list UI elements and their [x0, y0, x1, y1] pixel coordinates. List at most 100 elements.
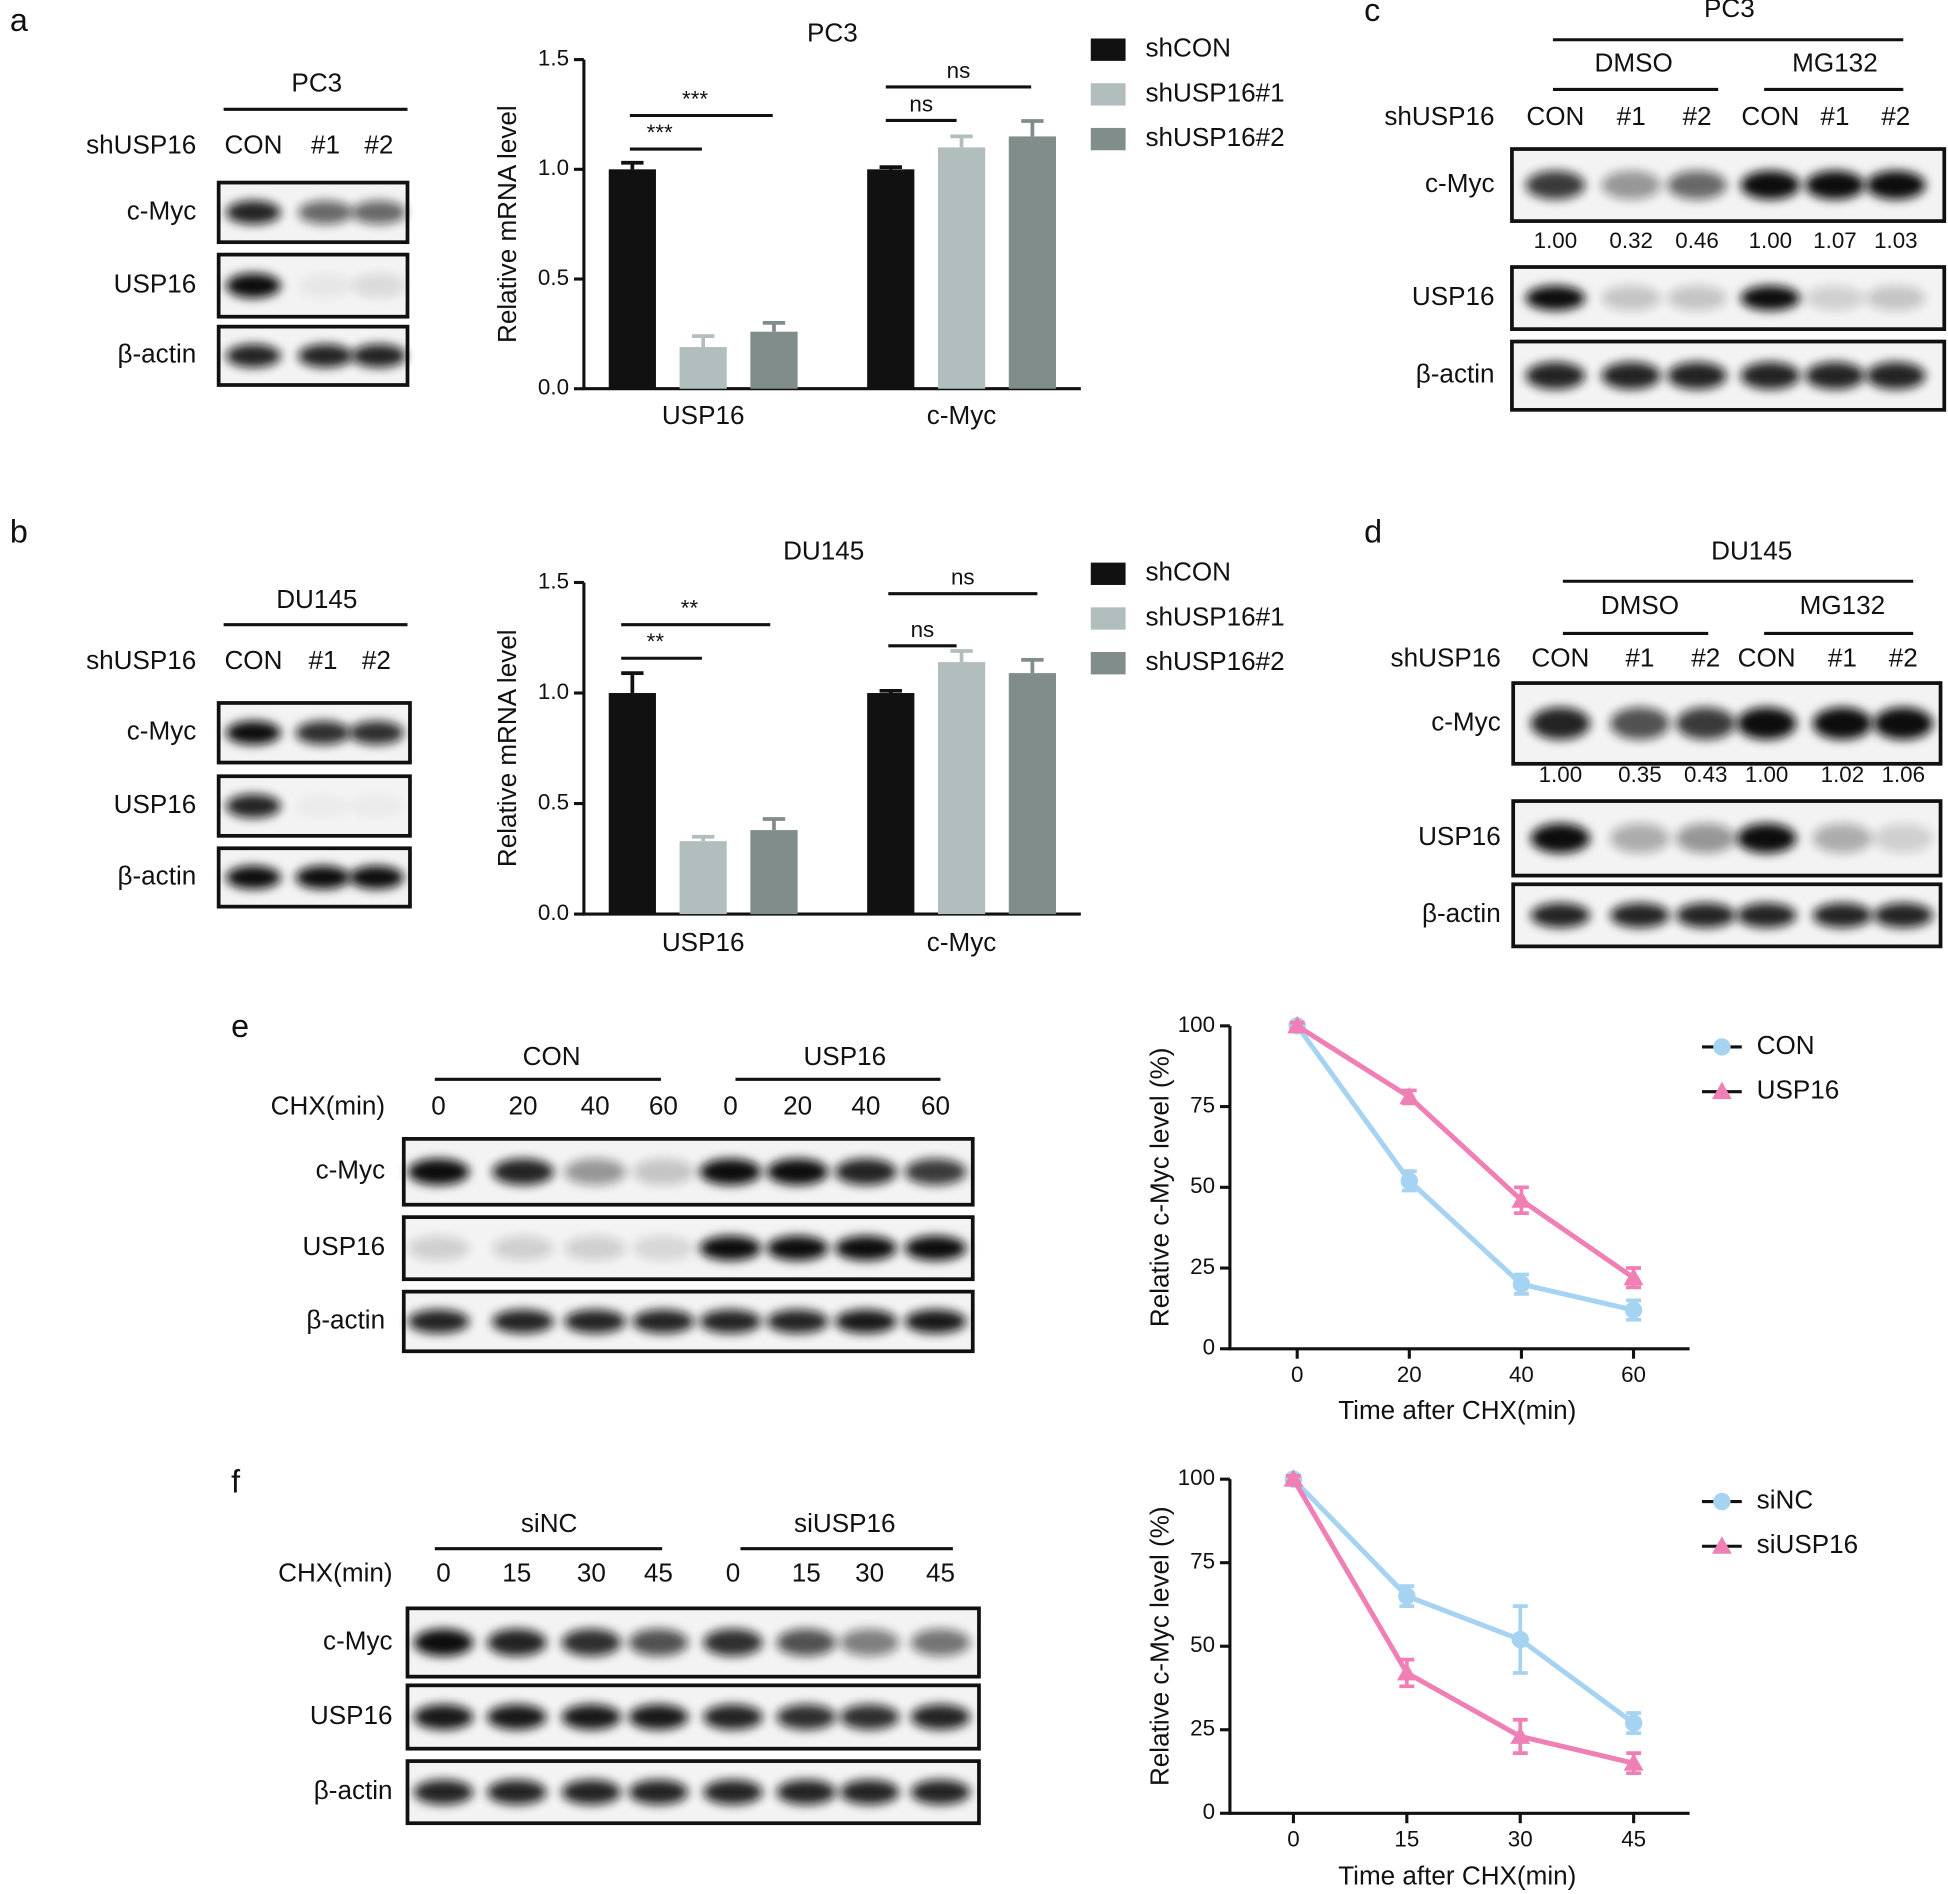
- band: [703, 1779, 763, 1805]
- band: [561, 1704, 622, 1730]
- row-label: c-Myc: [1431, 706, 1501, 736]
- band: [1676, 902, 1736, 928]
- error-bar: [950, 649, 973, 663]
- legend-label: siNC: [1757, 1484, 1814, 1514]
- band: [413, 1779, 474, 1805]
- significance-label: ns: [911, 617, 935, 642]
- error-bar: [621, 160, 644, 170]
- lane-label: 60: [921, 1091, 950, 1121]
- x-tick-label: 30: [1508, 1827, 1533, 1852]
- lane-label: 30: [577, 1558, 606, 1588]
- band: [703, 1628, 763, 1657]
- lane-label: CON: [1738, 642, 1796, 672]
- row-label: β-actin: [117, 339, 196, 369]
- marker: [1511, 1190, 1532, 1208]
- x-tick-label: 40: [1509, 1362, 1534, 1387]
- lane-label: #1: [1625, 642, 1654, 672]
- y-axis-label: Relative c-Myc level (%): [1144, 1506, 1174, 1786]
- band: [839, 1779, 900, 1805]
- band: [1667, 285, 1727, 311]
- x-tick-label: c-Myc: [927, 400, 997, 430]
- lane-label: 0: [436, 1558, 451, 1588]
- legend-label: USP16: [1757, 1075, 1840, 1105]
- band: [776, 1704, 837, 1730]
- row-label: USP16: [114, 269, 197, 299]
- error-bar: [762, 321, 786, 332]
- group-label: MG132: [1800, 590, 1886, 620]
- x-tick-label: 0: [1291, 1362, 1303, 1387]
- x-tick-label: c-Myc: [927, 927, 997, 957]
- lane-label: 20: [783, 1091, 812, 1121]
- row-label: β-actin: [117, 860, 196, 890]
- y-tick-label: 0.5: [538, 789, 569, 814]
- bar: [1008, 136, 1056, 389]
- panel-letter: a: [10, 2, 28, 38]
- quantification: 0.35: [1618, 762, 1662, 787]
- y-tick-label: 50: [1190, 1173, 1215, 1198]
- y-tick-label: 0: [1203, 1335, 1215, 1360]
- quantification: 1.02: [1821, 762, 1865, 787]
- marker: [1287, 1015, 1308, 1034]
- row-header: shUSP16: [86, 129, 196, 159]
- band: [226, 720, 281, 745]
- y-tick-label: 25: [1190, 1716, 1215, 1741]
- significance-label: ns: [951, 565, 975, 590]
- band: [226, 344, 281, 368]
- error-bar: [1021, 119, 1044, 137]
- band: [1873, 902, 1933, 928]
- series-line: [1291, 1477, 1636, 1726]
- quantification: 0.32: [1609, 228, 1653, 253]
- lane-label: #2: [1889, 642, 1918, 672]
- bar: [937, 147, 986, 389]
- band: [835, 1309, 897, 1334]
- band: [1676, 823, 1736, 854]
- group-label: siUSP16: [794, 1508, 895, 1538]
- lane-label: #2: [1683, 101, 1712, 131]
- y-tick-label: 50: [1190, 1632, 1215, 1657]
- legend-label: CON: [1757, 1030, 1815, 1060]
- y-tick-label: 0.0: [538, 375, 569, 400]
- bar: [608, 169, 656, 389]
- band: [776, 1779, 837, 1805]
- quantification: 1.00: [1745, 762, 1789, 787]
- cell-line: PC3: [291, 67, 342, 97]
- band: [1676, 707, 1736, 740]
- legend-label: shUSP16#2: [1145, 646, 1284, 676]
- bar: [867, 693, 915, 915]
- band: [1667, 362, 1727, 390]
- band: [1812, 707, 1873, 740]
- x-axis-label: Time after CHX(min): [1338, 1395, 1576, 1425]
- lane-label: CON: [1741, 101, 1799, 131]
- legend-swatch: [1090, 127, 1126, 151]
- band: [1873, 823, 1933, 854]
- lane-label: CON: [224, 645, 282, 675]
- y-tick-label: 0: [1203, 1799, 1215, 1824]
- band: [564, 1309, 626, 1334]
- band: [904, 1309, 967, 1334]
- marker: [1399, 1086, 1420, 1105]
- x-tick-label: 60: [1621, 1362, 1646, 1387]
- bar: [679, 841, 727, 915]
- legend-swatch: [1090, 607, 1126, 630]
- band: [776, 1628, 837, 1657]
- legend-label: siUSP16: [1757, 1529, 1858, 1559]
- band: [407, 1235, 470, 1261]
- chart-title: PC3: [807, 18, 858, 48]
- band: [1873, 707, 1933, 740]
- y-tick-label: 75: [1190, 1549, 1215, 1574]
- band: [766, 1158, 829, 1185]
- band: [564, 1158, 626, 1185]
- significance-label: **: [681, 596, 699, 621]
- cell-line: PC3: [1704, 0, 1755, 23]
- y-tick-label: 75: [1190, 1093, 1215, 1118]
- axis: [1228, 1479, 1690, 1815]
- band: [349, 794, 404, 818]
- row-label: β-actin: [1422, 898, 1501, 928]
- legend-label: shCON: [1145, 557, 1231, 587]
- band: [835, 1235, 897, 1261]
- y-axis-label: Relative mRNA level: [492, 105, 522, 343]
- bar: [867, 169, 915, 389]
- bar: [750, 331, 798, 389]
- x-tick-label: 0: [1287, 1827, 1299, 1852]
- marker: [1624, 1301, 1643, 1319]
